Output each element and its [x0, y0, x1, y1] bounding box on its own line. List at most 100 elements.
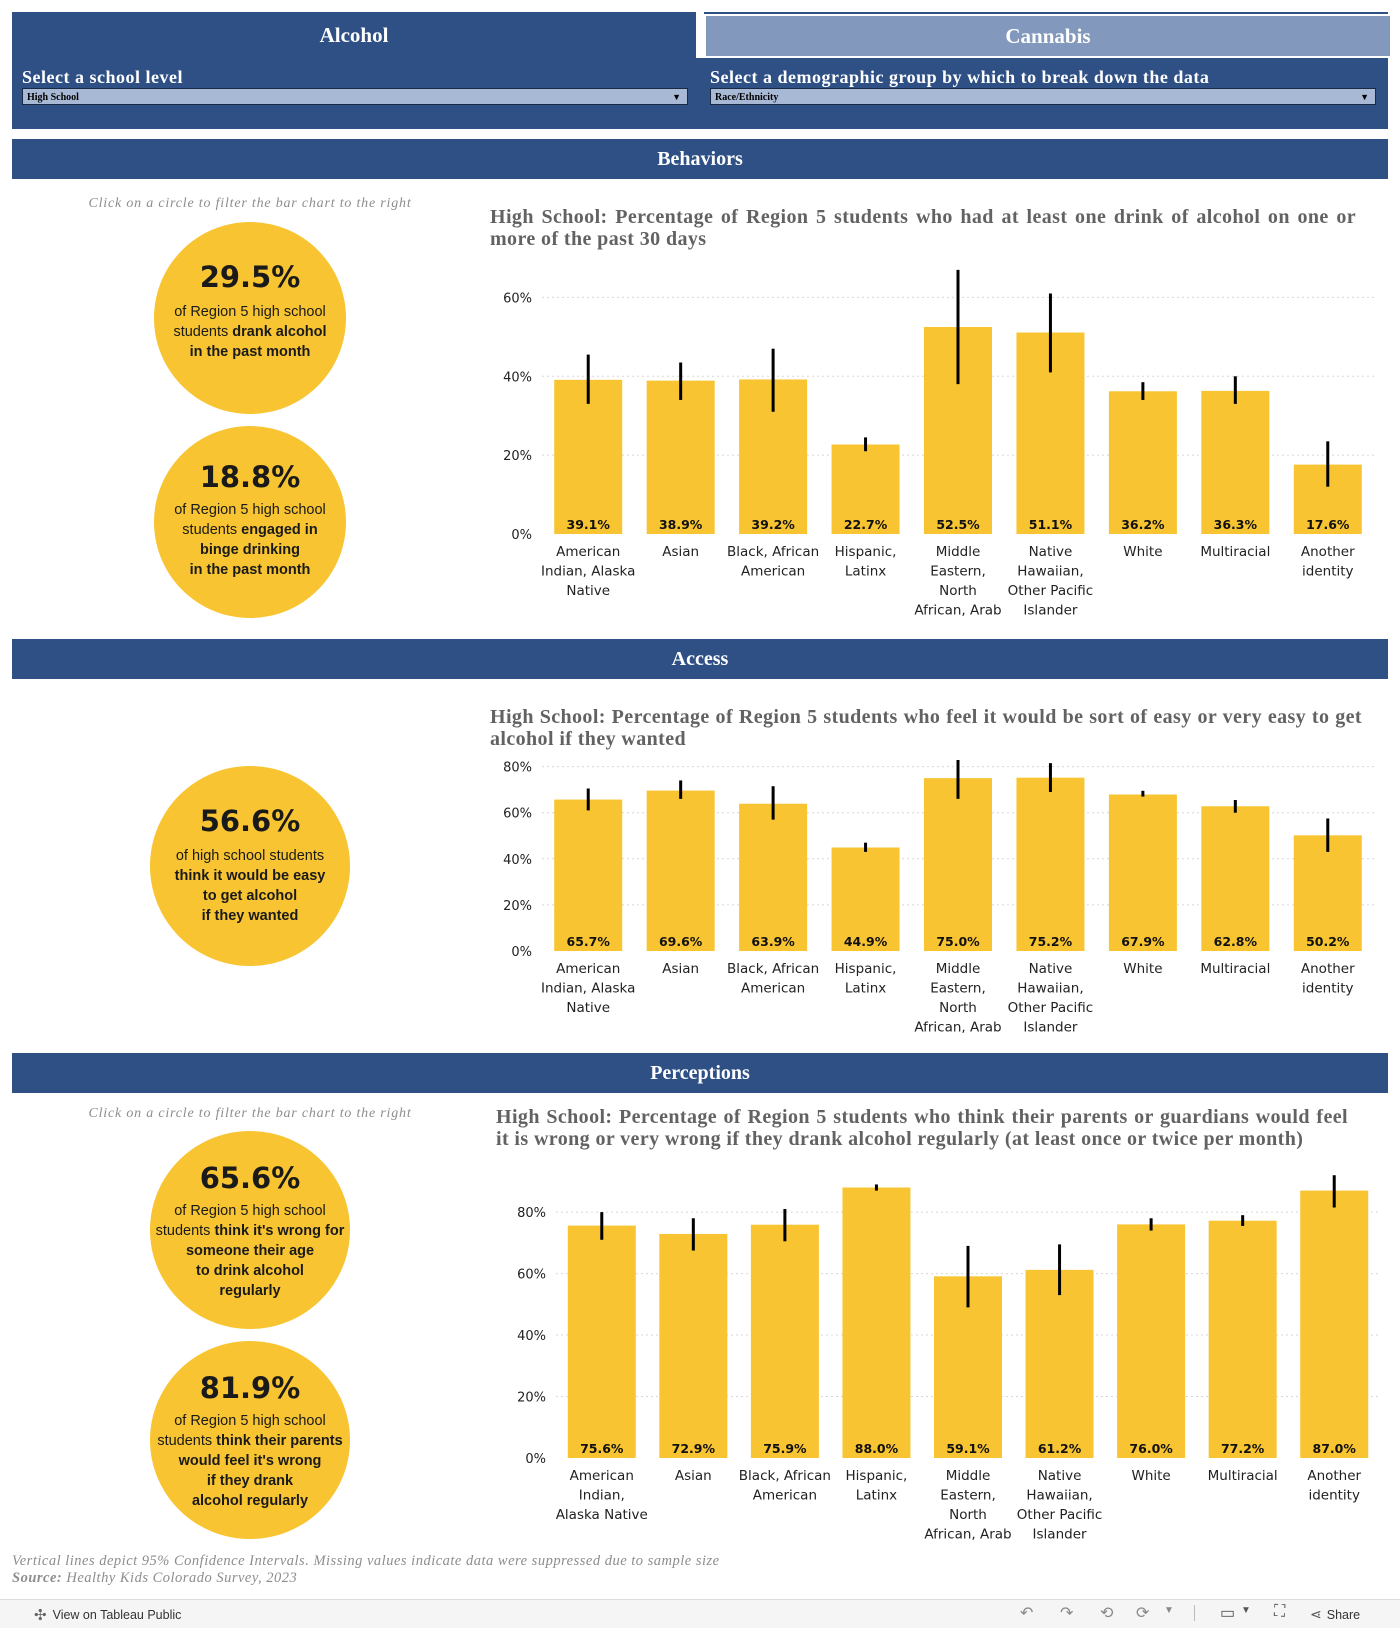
circle-line-bold: think their parents	[216, 1433, 343, 1449]
data-label: 77.2%	[1221, 1441, 1265, 1456]
data-label: 51.1%	[1029, 517, 1073, 532]
bar	[1201, 390, 1270, 534]
circle-line-bold: think it would be easy	[174, 868, 326, 884]
y-tick-label: 40%	[503, 370, 532, 385]
x-tick-label: Black, African American	[739, 1468, 831, 1504]
data-label: 76.0%	[1129, 1441, 1173, 1456]
share-button[interactable]: ⋖ Share	[1310, 1606, 1360, 1623]
circle-text: of high school students think it would b…	[150, 846, 350, 926]
view-on-tableau-link[interactable]: ✣ View on Tableau Public	[34, 1606, 181, 1624]
access-circle-easy[interactable]: 56.6% of high school students think it w…	[150, 766, 350, 966]
bar	[739, 803, 808, 951]
behavior-circle-drank[interactable]: 29.5% of Region 5 high school students d…	[154, 222, 346, 414]
circle-percent: 65.6%	[199, 1161, 301, 1195]
behavior-circle-binge[interactable]: 18.8% of Region 5 high school students e…	[154, 426, 346, 618]
circle-line-bold: think it's wrong for	[214, 1223, 345, 1239]
data-label: 17.6%	[1306, 517, 1350, 532]
circle-line: students	[155, 1223, 215, 1239]
data-label: 39.2%	[751, 517, 795, 532]
data-label: 39.1%	[567, 517, 611, 532]
data-label: 69.6%	[659, 934, 703, 949]
x-tick-label-line: Islander	[1033, 1527, 1087, 1543]
y-tick-label: 60%	[517, 1268, 546, 1283]
undo-icon[interactable]: ↶	[1020, 1605, 1034, 1622]
x-tick-label: Another identity	[1301, 961, 1355, 997]
x-tick-label: Middle Eastern, North African, Arab	[914, 544, 1001, 619]
x-tick-label-line: Eastern,	[930, 564, 986, 580]
x-tick-label-line: Middle	[936, 961, 981, 977]
bar	[1025, 1269, 1094, 1458]
x-tick-label: Hispanic, Latinx	[835, 544, 897, 580]
demographic-value: Race/Ethnicity	[715, 92, 779, 103]
x-tick-label: White	[1131, 1468, 1170, 1484]
bar	[750, 1224, 819, 1458]
circle-line-bold: to drink alcohol	[196, 1263, 304, 1279]
tab-alcohol[interactable]: Alcohol	[319, 23, 389, 47]
tab-cannabis[interactable]: Cannabis	[704, 14, 1392, 58]
data-label: 75.9%	[763, 1441, 807, 1456]
section-behaviors: Behaviors	[12, 139, 1388, 179]
x-tick-label-line: Native	[1029, 544, 1073, 560]
school-level-value: High School	[27, 92, 79, 103]
x-tick-label-line: North	[939, 583, 977, 599]
circle-line-bold: drank alcohol	[232, 324, 327, 340]
x-tick-label-line: Latinx	[845, 564, 886, 580]
perception-circle-wrong-age[interactable]: 65.6% of Region 5 high school students t…	[150, 1131, 350, 1329]
x-tick-label-line: Hispanic,	[846, 1468, 908, 1484]
data-label: 72.9%	[672, 1441, 716, 1456]
x-tick-label: Native Hawaiian, Other Pacific Islander	[1017, 1468, 1103, 1542]
x-tick-label: Middle Eastern, North African, Arab	[914, 961, 1001, 1036]
download-dropdown-icon[interactable]: ▼	[1241, 1605, 1251, 1616]
x-tick-label-line: American	[556, 961, 620, 977]
data-label: 65.7%	[567, 934, 611, 949]
x-tick-label: Black, African American	[727, 961, 819, 997]
x-tick-label-line: African, Arab	[914, 1020, 1001, 1036]
x-tick-label-line: Other Pacific	[1008, 583, 1094, 599]
x-tick-label-line: North	[949, 1507, 987, 1523]
data-label: 75.2%	[1029, 934, 1073, 949]
x-tick-label-line: identity	[1308, 1488, 1360, 1504]
x-tick-label: Multiracial	[1200, 961, 1270, 977]
pause-dropdown-icon[interactable]: ▼	[1164, 1605, 1174, 1616]
demographic-dropdown[interactable]: Race/Ethnicity ▼	[710, 88, 1376, 105]
x-tick-label-line: Middle	[946, 1468, 991, 1484]
fullscreen-icon[interactable]: ⛶	[1274, 1603, 1286, 1620]
chevron-down-icon: ▼	[1360, 92, 1369, 102]
circle-line: of Region 5 high school	[174, 502, 326, 518]
x-tick-label-line: White	[1123, 961, 1162, 977]
revert-icon[interactable]: ⟲	[1100, 1605, 1114, 1622]
redo-icon[interactable]: ↷	[1060, 1605, 1074, 1622]
chart-title-perceptions: High School: Percentage of Region 5 stud…	[496, 1106, 1348, 1150]
data-label: 44.9%	[844, 934, 888, 949]
x-tick-label-line: Indian,	[579, 1488, 625, 1504]
data-label: 63.9%	[751, 934, 795, 949]
x-tick-label-line: Hispanic,	[835, 961, 897, 977]
share-icon: ⋖	[1310, 1606, 1322, 1622]
bar	[1300, 1190, 1369, 1458]
circle-line-bold: in the past month	[189, 562, 311, 578]
refresh-icon[interactable]: ⟳	[1136, 1605, 1150, 1622]
circle-line-bold: someone their age	[185, 1243, 315, 1259]
bar	[1108, 794, 1177, 951]
data-label: 52.5%	[936, 517, 980, 532]
x-tick-label-line: Native	[566, 1000, 610, 1016]
bar	[831, 847, 900, 951]
x-tick-label-line: identity	[1302, 564, 1354, 580]
x-tick-label-line: Latinx	[856, 1488, 897, 1504]
circle-line-bold: binge drinking	[200, 542, 300, 558]
x-tick-label-line: American	[741, 564, 805, 580]
x-tick-label-line: Islander	[1023, 1020, 1077, 1036]
data-label: 36.2%	[1121, 517, 1165, 532]
bar	[831, 444, 900, 534]
perception-circle-parents[interactable]: 81.9% of Region 5 high school students t…	[150, 1341, 350, 1539]
x-tick-label-line: Hawaiian,	[1017, 564, 1083, 580]
comment-icon[interactable]: ▭	[1220, 1605, 1236, 1622]
circle-line-bold: regularly	[219, 1283, 281, 1299]
share-label: Share	[1326, 1607, 1361, 1622]
bar	[1201, 806, 1270, 951]
x-tick-label-line: Hawaiian,	[1017, 981, 1083, 997]
circle-line-bold: would feel it's wrong	[178, 1453, 322, 1469]
x-tick-label-line: Hawaiian,	[1026, 1488, 1092, 1504]
school-level-dropdown[interactable]: High School ▼	[22, 88, 688, 105]
x-tick-label-line: Another	[1301, 544, 1355, 560]
